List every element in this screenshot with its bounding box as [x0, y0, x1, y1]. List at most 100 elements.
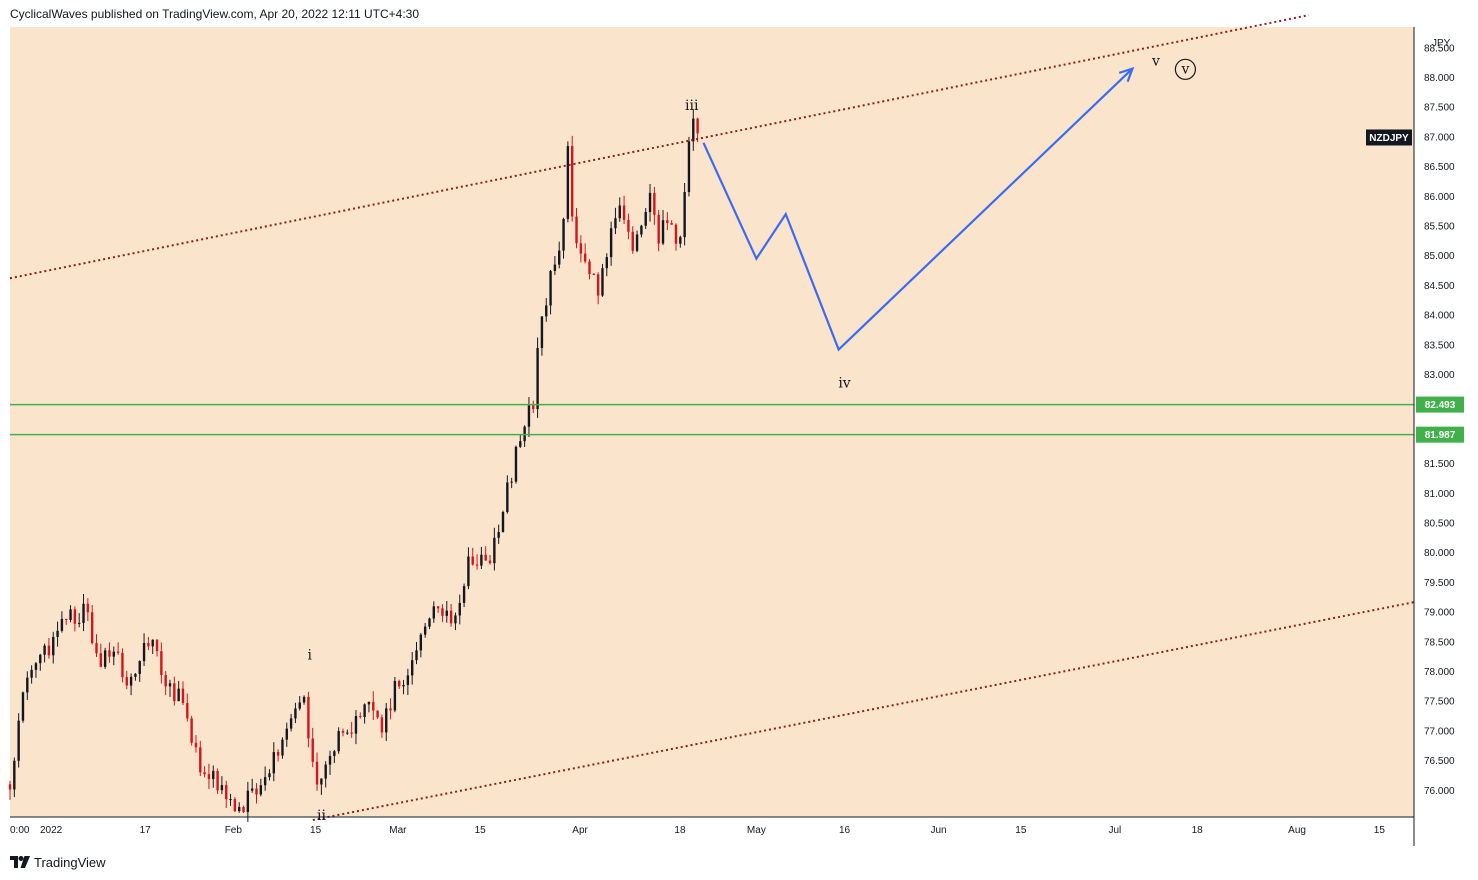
- candle-body: [164, 675, 167, 687]
- price-tick-label: 79.000: [1424, 608, 1455, 619]
- price-tick-label: 87.500: [1424, 103, 1455, 114]
- candle-body: [95, 643, 98, 654]
- time-tick-label: 15: [1374, 825, 1386, 836]
- candle-body: [43, 645, 46, 655]
- price-tick-label: 86.500: [1424, 162, 1455, 173]
- candle-body: [281, 739, 284, 756]
- time-tick-label: Jun: [931, 825, 947, 836]
- candle-body: [324, 764, 327, 779]
- candle-body: [506, 482, 509, 513]
- price-tick-label: 84.000: [1424, 311, 1455, 322]
- wave-label-5: v: [1151, 54, 1160, 70]
- axis-badges: NZDJPY 82.493 81.987: [1366, 129, 1464, 443]
- wave-label-1: i: [307, 648, 312, 664]
- candle-body: [467, 556, 470, 587]
- candle-body: [480, 554, 483, 566]
- candle-body: [635, 234, 639, 251]
- price-tick-label: 85.500: [1424, 221, 1455, 232]
- candle-body: [683, 192, 686, 238]
- candle-body: [385, 708, 388, 733]
- price-tick-label: 79.500: [1424, 578, 1455, 589]
- candle-body: [666, 220, 669, 223]
- candle-body: [493, 537, 496, 564]
- time-tick-label: 15: [475, 825, 487, 836]
- candle-body: [436, 606, 440, 609]
- candle-body: [142, 643, 146, 662]
- candle-body: [56, 630, 59, 637]
- candle-body: [138, 661, 141, 674]
- candle-body: [687, 141, 691, 193]
- candle-body: [363, 704, 366, 717]
- wave-label-3: iii: [685, 98, 699, 114]
- candle-body: [307, 696, 310, 739]
- candle-body: [289, 718, 293, 729]
- candle-body: [259, 785, 263, 795]
- candle-body: [449, 610, 453, 624]
- candle-body: [458, 602, 461, 616]
- time-tick-label: Mar: [389, 825, 407, 836]
- time-tick-label: Feb: [225, 825, 243, 836]
- candle-body: [679, 237, 682, 244]
- candle-body: [558, 250, 561, 265]
- candle-body: [199, 747, 202, 773]
- wave-label-4: iv: [838, 376, 850, 392]
- candle-body: [406, 675, 410, 685]
- price-tick-label: 76.500: [1424, 756, 1455, 767]
- candle-body: [65, 618, 68, 620]
- candle-body: [341, 731, 345, 733]
- wave-label-6: v: [1180, 61, 1189, 77]
- candle-body: [402, 684, 405, 687]
- candle-body: [21, 692, 25, 721]
- channel-lower-line[interactable]: [312, 601, 1415, 821]
- footer-brand: TradingView: [34, 854, 106, 870]
- price-axis[interactable]: 76.000 76.500 77.000 77.500 78.000 78.500 79.0…: [1424, 38, 1455, 797]
- channel-upper-line[interactable]: [9, 14, 1309, 280]
- candle-body: [268, 773, 271, 778]
- time-axis[interactable]: 0:00 2022 17 Feb 15 Mar 15 Apr 18 May 16 Jun 15 Jul 18…: [10, 825, 1385, 836]
- candle-body: [501, 512, 505, 533]
- candle-body: [52, 636, 55, 656]
- candle-body: [190, 718, 193, 743]
- candle-body: [250, 788, 254, 791]
- candle-body: [129, 676, 133, 686]
- candle-body: [380, 717, 384, 733]
- candle-body: [147, 643, 150, 647]
- price-tick-label-partial: 88.500: [1424, 43, 1455, 54]
- candle-body: [696, 118, 699, 134]
- candle-body: [333, 751, 336, 756]
- candle-body: [39, 654, 42, 664]
- candle-body: [47, 645, 51, 656]
- projection-path[interactable]: [702, 67, 1134, 352]
- candle-body: [263, 777, 267, 786]
- candle-body: [298, 702, 301, 709]
- time-tick-label: 2022: [40, 825, 63, 836]
- candle-body: [346, 732, 349, 734]
- price-tick-label: 84.500: [1424, 281, 1455, 292]
- candle-body: [622, 205, 626, 220]
- candle-body: [644, 212, 647, 226]
- candle-body: [579, 243, 583, 254]
- plot-area[interactable]: [10, 27, 1414, 817]
- price-tick-label: 83.500: [1424, 340, 1455, 351]
- candle-body: [328, 755, 332, 765]
- candle-body: [246, 790, 250, 813]
- candle-body: [570, 146, 574, 217]
- candle-body: [497, 532, 500, 538]
- candle-body: [225, 785, 228, 800]
- time-tick-label: Apr: [572, 825, 588, 836]
- candle-body: [177, 688, 180, 702]
- price-tick-label: 87.000: [1424, 132, 1455, 143]
- candle-body: [549, 270, 552, 306]
- candle-body: [17, 720, 20, 761]
- candle-body: [134, 673, 137, 677]
- candle-body: [30, 669, 33, 678]
- time-tick-label: 18: [1192, 825, 1204, 836]
- candle-body: [592, 273, 596, 275]
- wave-circle: [1174, 58, 1197, 80]
- support-price-badge-1-bg: [1416, 396, 1464, 413]
- candle-body: [173, 683, 176, 702]
- candle-body: [315, 761, 319, 785]
- footer: TradingView: [10, 852, 106, 872]
